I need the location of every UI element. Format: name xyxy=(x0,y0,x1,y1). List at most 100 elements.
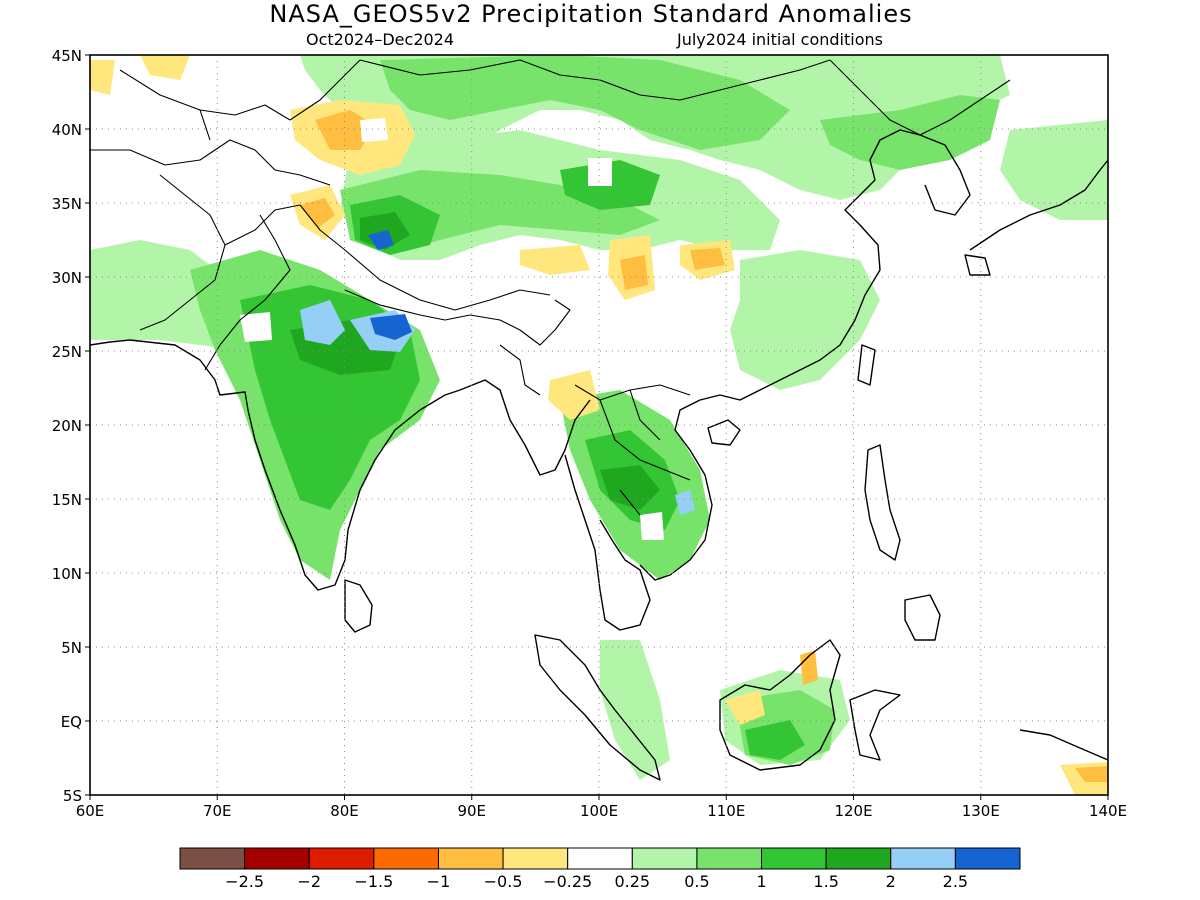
anomaly-region-yellow-caspian xyxy=(90,60,115,95)
map-subtitle-init: July2024 initial conditions xyxy=(676,30,883,49)
coastline-sumatra xyxy=(534,634,661,781)
anomaly-region-blue-tibet xyxy=(368,230,394,250)
legend-label: 0.5 xyxy=(684,872,709,891)
anomaly-field xyxy=(90,55,1108,795)
legend-swatch xyxy=(567,847,633,870)
border-mongolia xyxy=(359,59,831,101)
axis-labels: 60E 70E 80E 90E 100E 110E 120E 130E 140E 45N 40N 35… xyxy=(52,47,1127,820)
lat-tick-label: 5S xyxy=(63,787,82,805)
legend-swatch xyxy=(631,847,698,870)
legend-swatch xyxy=(890,847,956,870)
coastline-sulawesi xyxy=(849,689,901,761)
anomaly-gap-qinghai xyxy=(588,158,612,186)
legend-swatch xyxy=(954,847,1021,870)
lon-tick-label: 70E xyxy=(203,802,232,820)
anomaly-region-green-mongolia xyxy=(380,55,790,150)
coastline-borneo xyxy=(719,639,841,771)
lon-tick-label: 110E xyxy=(707,802,745,820)
anomaly-gap-indochina xyxy=(640,512,664,540)
legend-swatch xyxy=(502,847,569,870)
lon-tick-label: 80E xyxy=(330,802,359,820)
anomaly-region-yellow-yunnan xyxy=(520,245,590,275)
lon-tick-label: 100E xyxy=(580,802,618,820)
coastline-taiwan xyxy=(857,344,876,386)
legend-swatch xyxy=(761,847,827,870)
border-china-west xyxy=(289,59,551,311)
legend-swatch xyxy=(825,847,892,870)
anomaly-region-orange-shaanxi xyxy=(690,248,725,270)
legend-label: 2.5 xyxy=(943,872,968,891)
coastline-malay-peninsula xyxy=(564,454,651,631)
legend-label: 1.5 xyxy=(813,872,838,891)
legend-swatch xyxy=(179,847,246,870)
anomaly-region-lightgreen-japan xyxy=(1000,120,1108,220)
legend-label: −0.25 xyxy=(543,872,592,891)
legend-label: 2 xyxy=(886,872,896,891)
legend-swatch xyxy=(696,847,763,870)
coastline-bay-of-bengal-east xyxy=(459,379,591,476)
border-bangladesh-burma xyxy=(469,299,571,396)
lon-tick-label: 60E xyxy=(76,802,105,820)
coastline-east-china xyxy=(844,129,921,296)
border-afghanistan-pakistan xyxy=(139,174,301,331)
coastline-japan-kyushu xyxy=(964,254,991,276)
lat-tick-label: EQ xyxy=(61,713,82,731)
lat-tick-label: 10N xyxy=(52,565,82,583)
lat-tick-label: 45N xyxy=(52,47,82,65)
map-frame xyxy=(89,54,1109,796)
legend-label: −2.5 xyxy=(225,872,264,891)
coastline-indochina xyxy=(639,294,866,581)
lat-tick-label: 5N xyxy=(61,639,82,657)
coastline-persian-coast xyxy=(90,339,131,346)
anomaly-region-yellow-aral xyxy=(140,55,190,80)
anomaly-region-orange-sichuan xyxy=(620,255,648,290)
lat-tick-label: 25N xyxy=(52,343,82,361)
lat-tick-label: 30N xyxy=(52,269,82,287)
legend-label: −1.5 xyxy=(354,872,393,891)
anomaly-gap-india-north xyxy=(240,312,272,342)
border-nepal xyxy=(344,289,471,321)
anomaly-region-lightblue-cambodia xyxy=(675,490,695,515)
anomaly-region-orange-borneo xyxy=(800,650,818,685)
legend-swatch xyxy=(308,847,375,870)
coastline-india xyxy=(129,339,461,591)
legend-label: 1 xyxy=(756,872,766,891)
lon-tick-label: 130E xyxy=(962,802,1000,820)
anomaly-region-yellow-burma xyxy=(548,370,600,420)
anomaly-region-orange-newguinea xyxy=(1075,766,1108,782)
lat-tick-label: 20N xyxy=(52,417,82,435)
anomaly-region-yellow-borneo xyxy=(725,690,765,725)
coastline-mindanao xyxy=(904,594,941,641)
border-central-asia xyxy=(90,69,331,186)
legend-swatch xyxy=(244,847,310,870)
legend-label: −2 xyxy=(297,872,321,891)
anomaly-region-lightgreen-china xyxy=(730,250,880,390)
coastline-newguinea xyxy=(1019,729,1108,761)
anomaly-region-midgreen-borneo xyxy=(745,720,805,760)
coastline-luzon xyxy=(864,444,901,561)
border-india-pakistan xyxy=(204,214,291,371)
legend-label: −0.5 xyxy=(484,872,523,891)
anomaly-region-darkgreen-thailand xyxy=(600,465,660,510)
lat-tick-label: 40N xyxy=(52,121,82,139)
legend-label: 0.25 xyxy=(614,872,650,891)
anomaly-region-orange-karakoram xyxy=(300,198,335,228)
border-china-north xyxy=(829,59,1011,136)
coastline-hainan xyxy=(707,419,741,446)
graticule xyxy=(85,54,1109,800)
legend-label: −1 xyxy=(427,872,451,891)
legend-swatch xyxy=(373,847,439,870)
map-title: NASA_GEOS5v2 Precipitation Standard Anom… xyxy=(269,0,912,28)
anomaly-region-blue-nepal xyxy=(370,314,412,340)
lat-tick-label: 35N xyxy=(52,195,82,213)
legend-swatch xyxy=(437,847,504,870)
lat-tick-label: 15N xyxy=(52,491,82,509)
lon-tick-label: 140E xyxy=(1089,802,1127,820)
anomaly-gap-tarim xyxy=(360,118,388,142)
anomaly-region-lightgreen-sumatra xyxy=(600,640,670,780)
color-legend: −2.5 −2 −1.5 −1 −0.5 −0.25 0.25 0.5 1 1.5 2 2.5 xyxy=(179,847,1021,891)
border-southeast-asia xyxy=(574,384,691,516)
map-subtitle-period: Oct2024–Dec2024 xyxy=(306,30,454,49)
coastlines-and-borders xyxy=(90,59,1108,781)
